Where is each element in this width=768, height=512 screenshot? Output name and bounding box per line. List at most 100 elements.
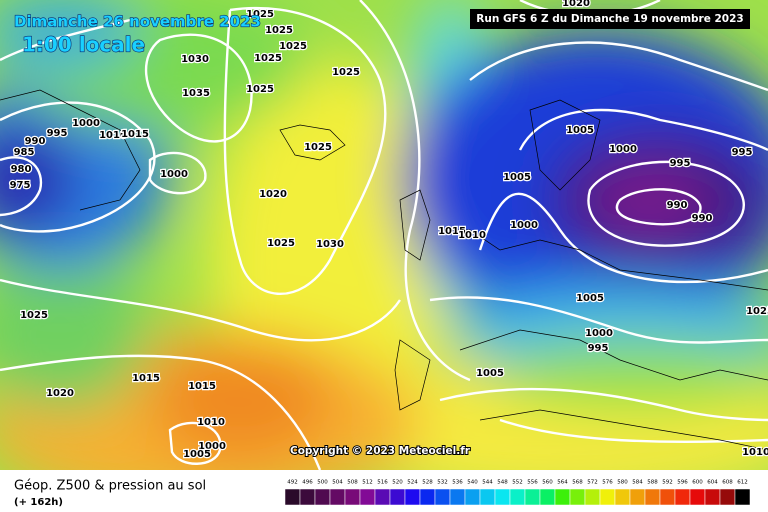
isobar-label: 1010 [742,447,768,458]
forecast-date: Dimanche 26 novembre 2023 [14,13,261,31]
isobar-label: 990 [25,136,46,147]
scale-label: 568 [572,480,583,486]
isobar-label: 1030 [316,239,344,250]
scale-swatch [659,488,676,506]
isobar-label: 1000 [585,328,613,339]
isobar-label: 1025 [254,53,282,64]
scale-swatch [719,488,736,506]
scale-label: 492 [287,480,298,486]
isobar-label: 995 [588,343,609,354]
scale-swatch [359,488,376,506]
isobar-label: 1000 [510,220,538,231]
scale-label: 588 [647,480,658,486]
scale-swatch [374,488,391,506]
scale-label: 604 [707,480,718,486]
scale-swatch [479,488,496,506]
scale-label: 600 [692,480,703,486]
isobar-label: 990 [692,213,713,224]
scale-swatch [569,488,586,506]
scale-label: 528 [422,480,433,486]
isobar-label: 1000 [160,169,188,180]
run-box [470,9,750,29]
scale-swatch [314,488,331,506]
scale-label: 524 [407,480,418,486]
scale-swatch [539,488,556,506]
scale-swatch [734,488,751,506]
footer-title: Géop. Z500 & pression au sol [14,479,206,494]
scale-swatch [614,488,631,506]
scale-swatch [644,488,661,506]
scale-label: 540 [467,480,478,486]
isobar-label: 1020 [562,0,590,9]
scale-label: 556 [527,480,538,486]
isobar-label: 975 [10,180,31,191]
scale-label: 512 [362,480,373,486]
isobar-label: 1010 [458,230,486,241]
isobar-label: 1015 [188,381,216,392]
scale-label: 532 [437,480,448,486]
scale-swatch [674,488,691,506]
isobar-label: 1010 [197,417,225,428]
scale-swatch [599,488,616,506]
scale-swatch [344,488,361,506]
footer-lead: (+ 162h) [14,497,63,508]
isobar-label: 1025 [304,142,332,153]
isobar-label: 1035 [182,88,210,99]
scale-swatch [419,488,436,506]
isobar-label: 1000 [72,118,100,129]
isobar-label: 1005 [183,449,211,460]
isobar-label: 1015 [121,129,149,140]
scale-label: 612 [737,480,748,486]
scale-label: 580 [617,480,628,486]
scale-swatch [464,488,481,506]
scale-label: 496 [302,480,313,486]
scale-swatch [509,488,526,506]
isobar-label: 1020 [46,388,74,399]
isobar-label: 1015 [438,226,466,237]
scale-swatch [629,488,646,506]
isobar-label: 980 [11,164,32,175]
scale-label: 536 [452,480,463,486]
isobar-label: 1025 [267,238,295,249]
scale-swatch [584,488,601,506]
scale-label: 560 [542,480,553,486]
scale-swatch [389,488,406,506]
isobar-label: 1005 [503,172,531,183]
scale-label: 548 [497,480,508,486]
scale-label: 544 [482,480,493,486]
scale-swatch [449,488,466,506]
isobar-label: 1025 [332,67,360,78]
scale-swatch [554,488,571,506]
isobar-label: 1005 [576,293,604,304]
isobar-label: 1025 [20,310,48,321]
scale-swatch [689,488,706,506]
isobar-label: 1005 [476,368,504,379]
isobars [0,0,768,470]
isobar-label: 1010 [99,130,127,141]
isobar-label: 1025 [246,9,274,20]
scale-swatch [404,488,421,506]
isobar-label: 1025 [265,25,293,36]
scale-label: 504 [332,480,343,486]
copyright: Copyright © 2023 Meteociel.fr [290,445,471,457]
isobar-label: 1015 [132,373,160,384]
isobar-label: 1030 [181,54,209,65]
color-scale: 492 496 500 504 508 512 516 520 524 528 532 536 540 5… [284,480,751,506]
isobar-label: 1025 [246,84,274,95]
scale-label: 552 [512,480,523,486]
isobar-label: 1025 [279,41,307,52]
scale-label: 508 [347,480,358,486]
scale-label: 592 [662,480,673,486]
scale-label: 500 [317,480,328,486]
isobar-label: 1020 [259,189,287,200]
isobar-label: 990 [667,200,688,211]
isobar-label: 985 [14,147,35,158]
scale-swatch [329,488,346,506]
isobar-label: 995 [732,147,753,158]
scale-label: 572 [587,480,598,486]
scale-swatch [284,488,301,506]
scale-label: 516 [377,480,388,486]
